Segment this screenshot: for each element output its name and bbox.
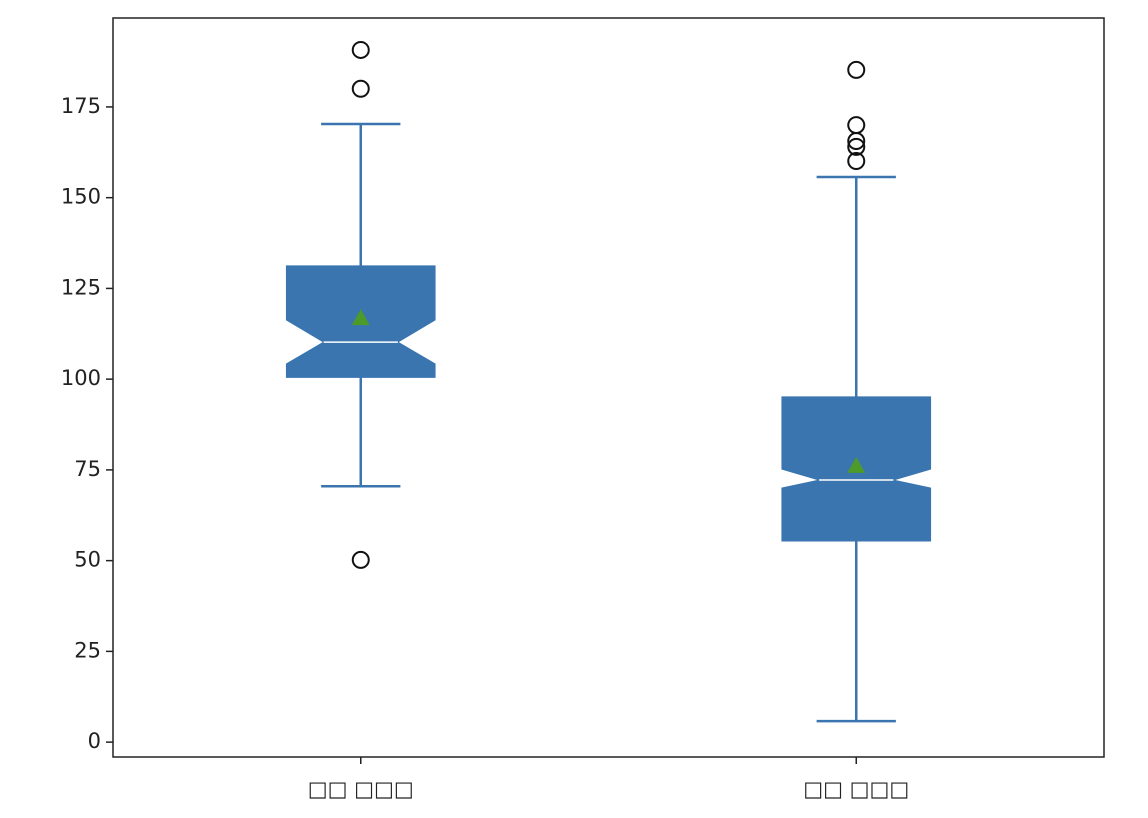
x-tick-label: □□ □□□ bbox=[308, 777, 414, 801]
y-tick-label: 50 bbox=[74, 548, 101, 572]
y-tick-label: 75 bbox=[74, 457, 101, 481]
y-tick-label: 175 bbox=[61, 94, 101, 118]
outlier bbox=[351, 550, 370, 569]
outlier bbox=[847, 116, 866, 135]
outlier bbox=[847, 132, 866, 151]
mean-marker bbox=[847, 456, 866, 473]
outlier bbox=[847, 137, 866, 156]
outlier bbox=[847, 152, 866, 171]
plot-frame bbox=[112, 17, 1105, 758]
y-tick-label: 150 bbox=[61, 185, 101, 209]
y-tick-label: 25 bbox=[74, 638, 101, 662]
y-tick-label: 100 bbox=[61, 366, 101, 390]
outlier bbox=[847, 60, 866, 79]
outlier bbox=[351, 40, 370, 59]
mean-marker bbox=[351, 309, 370, 326]
y-tick-label: 0 bbox=[88, 729, 101, 753]
outlier bbox=[351, 79, 370, 98]
x-tick-label: □□ □□□ bbox=[803, 777, 909, 801]
y-tick-label: 125 bbox=[61, 275, 101, 299]
